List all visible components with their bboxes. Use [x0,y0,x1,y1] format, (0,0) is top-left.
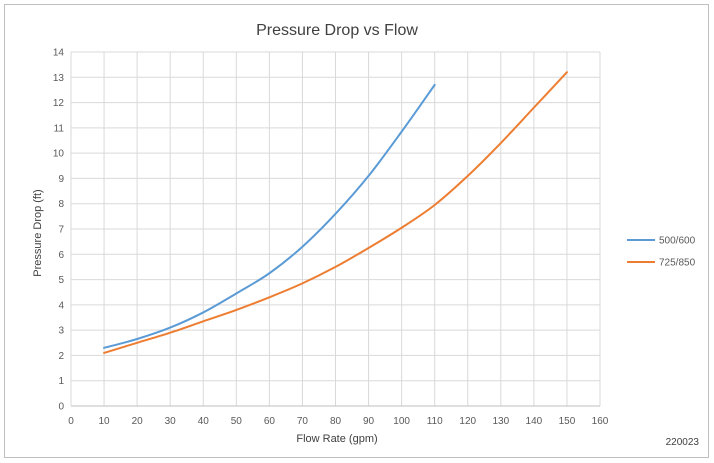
y-tick-label: 0 [58,402,64,413]
y-tick-label: 8 [58,199,64,210]
x-tick-label: 150 [559,416,576,427]
x-tick-label: 60 [264,416,276,427]
x-tick-label: 100 [393,416,410,427]
x-tick-label: 140 [526,416,543,427]
x-tick-label: 70 [297,416,309,427]
y-tick-label: 6 [58,250,64,261]
chart-svg: Pressure Drop vs Flow 012345678910111213… [32,22,696,445]
y-tick-label: 13 [53,73,65,84]
legend: 500/600 725/850 [627,236,696,269]
x-tick-label: 0 [68,416,74,427]
y-tick-label: 11 [54,123,65,134]
x-tick-label: 40 [198,416,210,427]
x-tick-label: 120 [459,416,476,427]
y-tick-label: 5 [58,275,64,286]
legend-label-500-600: 500/600 [659,236,696,247]
x-tick-label: 110 [427,416,443,427]
x-tick-label: 10 [99,416,111,427]
series-layer [103,71,568,354]
x-tick-label: 90 [363,416,375,427]
y-tick-label: 14 [53,48,65,59]
series-line-725-850 [103,71,568,354]
chart-frame: Pressure Drop vs Flow 0 1 2 3 4 5 6 7 8 9 10 11 12 13… [4,4,709,458]
x-axis-title: Flow Rate (gpm) [296,433,377,445]
x-tick-label: 130 [492,416,509,427]
y-tick-label: 2 [58,351,64,362]
x-tick-label: 30 [165,416,177,427]
legend-label-725-850: 725/850 [659,258,696,269]
figure-id: 220023 [665,437,699,448]
y-tick-label: 3 [58,326,64,337]
y-tick-label: 10 [53,149,65,160]
x-tick-label: 160 [592,416,609,427]
y-tick-label: 1 [58,376,64,387]
chart-title: Pressure Drop vs Flow [256,22,418,39]
series-line-500-600 [103,83,436,349]
x-tick-label: 50 [231,416,243,427]
y-axis-title: Pressure Drop (ft) [32,189,44,276]
x-tick-label: 20 [132,416,144,427]
y-tick-label: 7 [58,225,64,236]
y-tick-label: 9 [58,174,64,185]
y-tick-label: 4 [58,300,64,311]
grid [71,51,601,406]
y-tick-label: 12 [53,98,65,109]
x-tick-label: 80 [330,416,342,427]
